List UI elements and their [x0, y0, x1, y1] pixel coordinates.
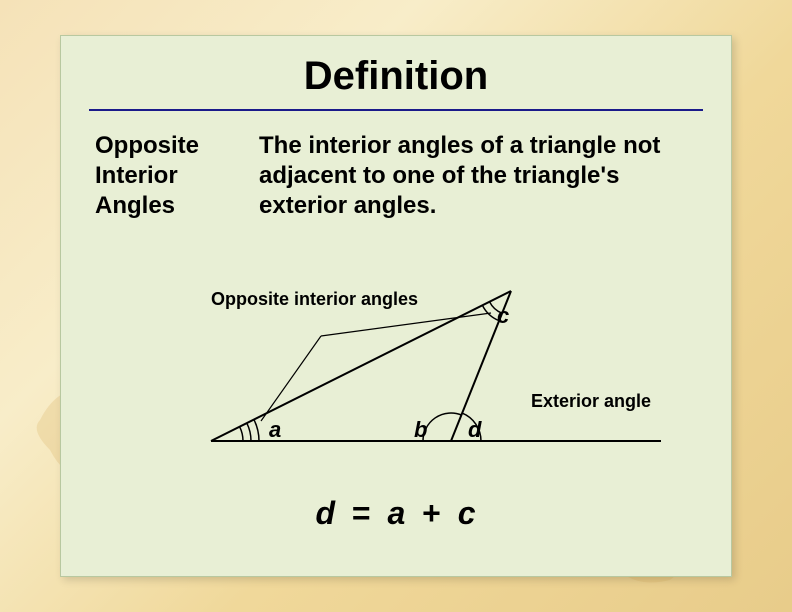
diagram-svg — [61, 231, 733, 491]
side-ac — [211, 291, 511, 441]
callout-pointer-lines — [261, 313, 491, 421]
triangle-diagram: Opposite interior angles Exterior angle … — [61, 231, 731, 491]
angle-a-label: a — [269, 417, 281, 443]
callout-opposite-label: Opposite interior angles — [211, 289, 418, 310]
formula-eq: = — [352, 495, 372, 531]
angle-c-label: c — [497, 303, 509, 329]
angle-b-label: b — [414, 417, 427, 443]
definition-card: Definition Opposite Interior Angles The … — [60, 35, 732, 577]
formula: d = a + c — [61, 495, 731, 532]
formula-rhs2: c — [458, 495, 477, 531]
term-text: Opposite Interior Angles — [95, 131, 235, 221]
definition-text: The interior angles of a triangle not ad… — [259, 131, 697, 221]
content-row: Opposite Interior Angles The interior an… — [61, 131, 731, 221]
formula-plus: + — [422, 495, 442, 531]
title-divider — [89, 109, 703, 111]
formula-lhs: d — [315, 495, 336, 531]
formula-rhs1: a — [387, 495, 406, 531]
card-title: Definition — [61, 36, 731, 109]
callout-exterior-label: Exterior angle — [531, 391, 651, 412]
angle-d-label: d — [468, 417, 481, 443]
